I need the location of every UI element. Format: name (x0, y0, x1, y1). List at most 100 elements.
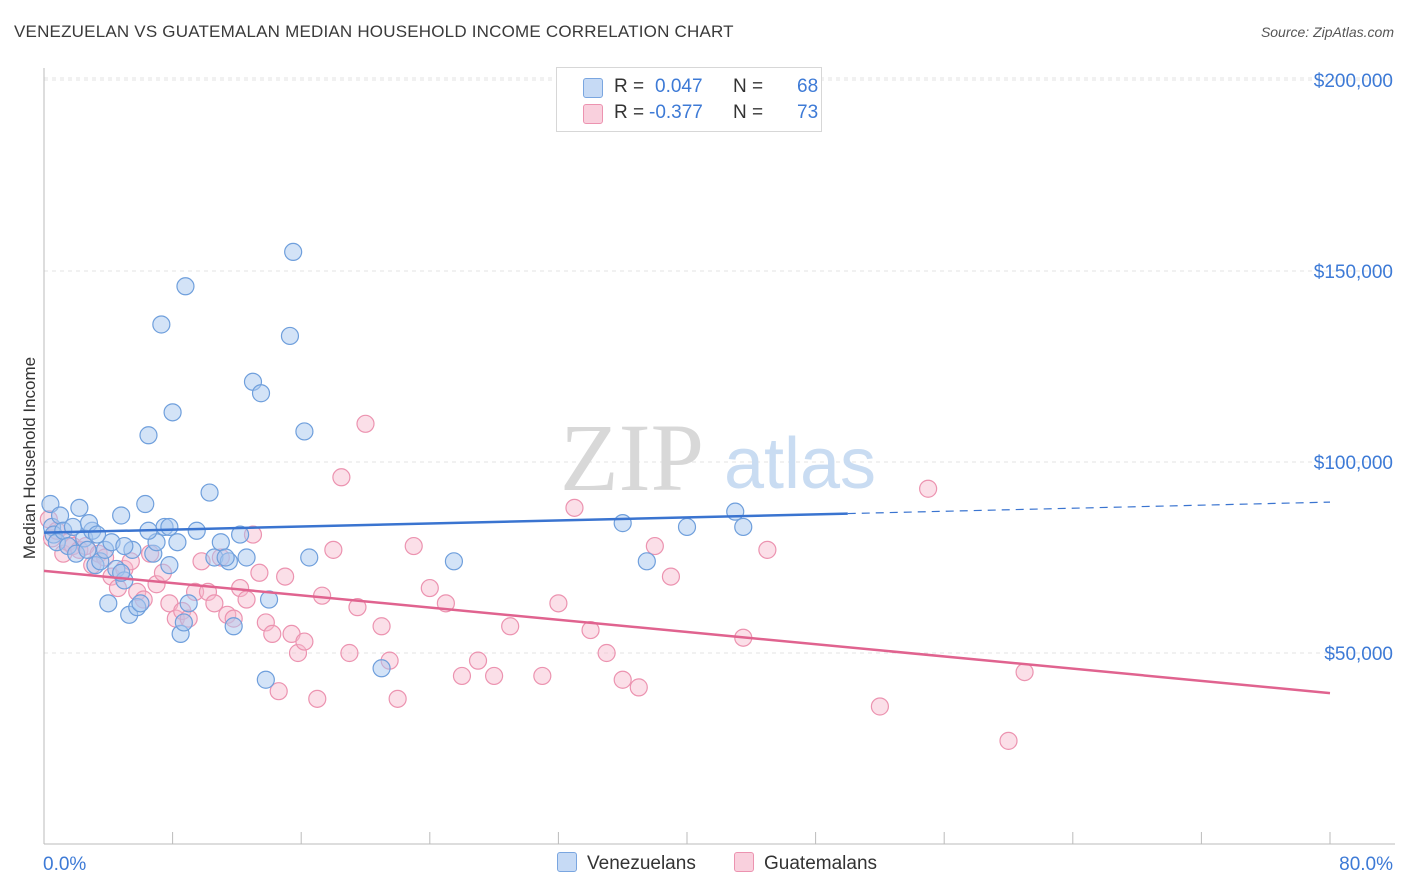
guatemalan-point (332, 468, 351, 487)
guatemalan-point (420, 578, 439, 598)
venezuelan-point (70, 498, 89, 517)
watermark: ZIP atlas (560, 404, 876, 511)
guatemalan-point (404, 536, 423, 556)
y-tick-label: $200,000 (1314, 71, 1393, 92)
points-venezuelans (41, 242, 753, 689)
guatemalan-point (372, 617, 391, 636)
guatemalan-point (501, 617, 520, 636)
guatemalan-point (388, 689, 407, 708)
guatemalan-point (308, 689, 327, 708)
guatemalan-point (452, 666, 472, 686)
venezuelan-point (211, 533, 230, 552)
venezuelan-point (637, 552, 656, 571)
venezuelan-trend-extension (847, 501, 1331, 515)
guatemalan-point (263, 624, 282, 644)
guatemalan-point (237, 590, 256, 609)
venezuelan-point (295, 422, 314, 441)
legend-swatch-guatemalans (583, 104, 603, 124)
guatemalan-point (205, 594, 224, 613)
trend-lines (43, 501, 1331, 695)
legend-r-label: R = (614, 76, 645, 97)
x-tick-label: 80.0% (1339, 854, 1393, 875)
legend-n-label: N = (733, 102, 764, 123)
legend-swatch-venezuelans (583, 78, 603, 98)
venezuelan-point (115, 536, 134, 556)
venezuelan-point (131, 594, 150, 613)
guatemalan-point (340, 643, 359, 663)
guatemalan-point (533, 666, 552, 686)
venezuelan-point (152, 315, 171, 334)
venezuelan-point (284, 242, 303, 261)
legend-n-label: N = (733, 76, 764, 97)
guatemalan-point (758, 540, 777, 559)
venezuelan-point (216, 548, 235, 567)
y-tick-label: $150,000 (1314, 262, 1393, 283)
bottom-legend-label: Guatemalans (764, 853, 878, 874)
guatemalan-point (295, 632, 314, 651)
guatemalan-point (919, 479, 938, 498)
venezuelan-point (256, 670, 275, 689)
venezuelan-point (231, 525, 250, 544)
x-tick-labels: 0.0% 80.0% (43, 854, 1393, 875)
guatemalan-point (1015, 662, 1034, 682)
guatemalan-point (276, 567, 295, 586)
y-tick-labels: $50,000 $100,000 $150,000 $200,000 (1314, 71, 1393, 665)
legend-n-value: 73 (797, 102, 819, 123)
venezuelan-point (300, 548, 319, 567)
venezuelan-point (136, 494, 155, 514)
y-tick-label: $100,000 (1314, 453, 1393, 474)
correlation-legend: R = 0.047 N = 68 R = -0.377 N = 73 (556, 67, 822, 132)
venezuelan-point (444, 552, 464, 571)
guatemalan-point (324, 540, 343, 559)
venezuelan-point (237, 548, 256, 567)
venezuelan-point (139, 426, 158, 445)
venezuelan-point (163, 403, 182, 422)
venezuelan-point (613, 514, 632, 533)
venezuelan-point (372, 659, 391, 678)
venezuelan-point (112, 506, 131, 525)
guatemalan-point (565, 498, 584, 517)
venezuelan-point (734, 517, 753, 537)
source-label: Source: ZipAtlas.com (1260, 24, 1394, 40)
watermark-atlas: atlas (724, 424, 876, 504)
venezuelan-point (174, 613, 193, 632)
points-guatemalans (39, 414, 1034, 750)
venezuelan-point (677, 517, 697, 537)
guatemalan-point (468, 651, 488, 670)
venezuelan-point (280, 326, 300, 346)
guatemalan-trend-line (43, 569, 1331, 695)
venezuelan-point (187, 521, 206, 540)
x-tick-label: 0.0% (43, 854, 86, 875)
bottom-legend-swatch-guatemalans (734, 852, 754, 872)
venezuelan-point (160, 556, 179, 575)
grid-lines (44, 77, 1395, 654)
venezuelan-point (224, 617, 243, 636)
bottom-legend-guatemalans: Guatemalans (734, 852, 877, 875)
legend-n-value: 68 (797, 76, 819, 97)
guatemalan-point (250, 563, 269, 582)
guatemalan-point (999, 731, 1018, 750)
venezuelan-point (168, 533, 187, 552)
chart-title: VENEZUELAN VS GUATEMALAN MEDIAN HOUSEHOL… (14, 22, 734, 41)
guatemalan-point (549, 594, 568, 613)
guatemalan-point (870, 697, 890, 716)
bottom-legend-label: Venezuelans (587, 853, 696, 874)
guatemalan-point (629, 678, 648, 697)
venezuelan-point (99, 594, 118, 613)
guatemalan-point (645, 536, 664, 556)
guatemalan-point (485, 666, 504, 686)
venezuelan-point (87, 525, 107, 544)
venezuelan-point (176, 277, 195, 296)
guatemalan-point (348, 598, 367, 617)
venezuelan-point (251, 384, 271, 403)
guatemalan-point (356, 414, 375, 433)
guatemalan-point (256, 613, 275, 632)
watermark-zip: ZIP (560, 404, 704, 511)
guatemalan-point (597, 643, 616, 663)
legend-r-value: 0.047 (655, 76, 703, 97)
venezuelan-trend-line (43, 512, 848, 534)
venezuelan-point (78, 540, 97, 559)
venezuelan-point (200, 483, 219, 502)
venezuelan-point (160, 517, 179, 537)
